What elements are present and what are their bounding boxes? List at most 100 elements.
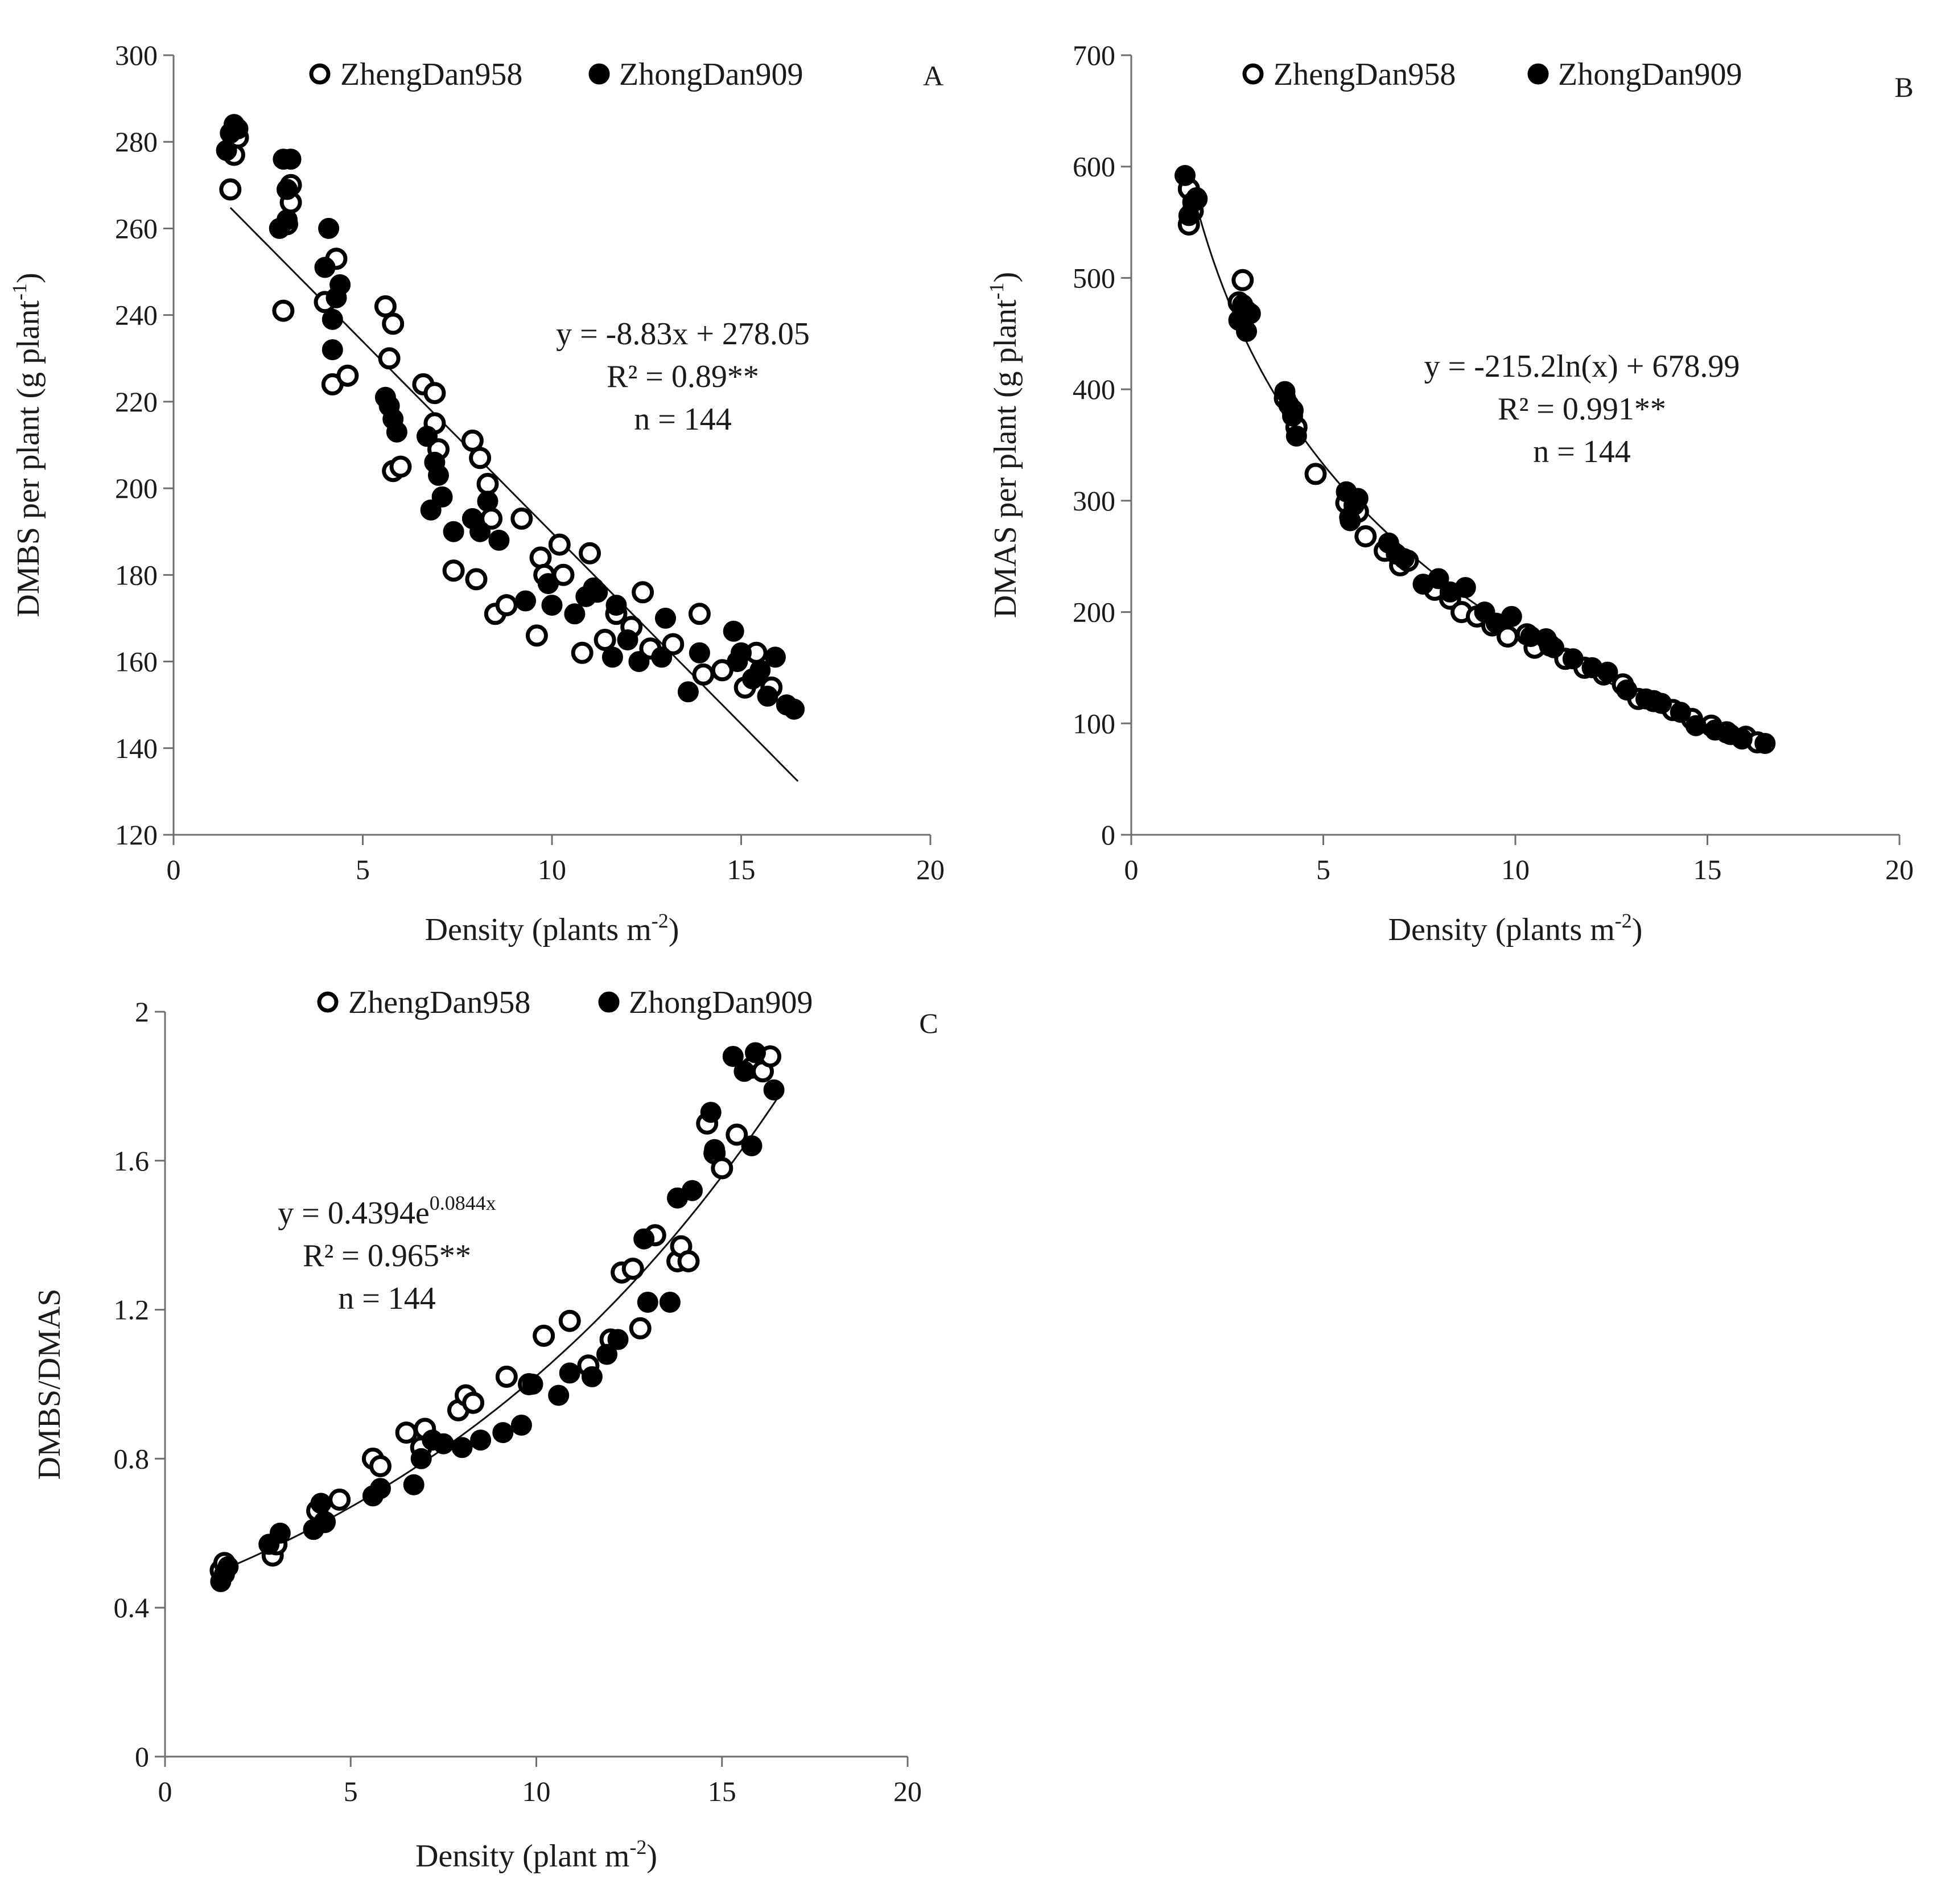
data-point-zhongdan909 [1428, 568, 1449, 590]
data-point-zhongdan909 [1731, 728, 1753, 750]
regression-equation: y = -8.83x + 278.05 [556, 316, 810, 352]
data-point-zhengdan958 [328, 1488, 351, 1511]
x-tick-label: 0 [158, 1775, 172, 1807]
data-point-zhengdan958 [525, 624, 548, 647]
data-point-zhongdan909 [677, 681, 699, 703]
y-axis-title-end: ) [988, 272, 1023, 283]
x-tick-label: 5 [1316, 854, 1330, 885]
y-tick-label: 180 [115, 559, 158, 591]
x-tick-label: 20 [1885, 854, 1914, 885]
r-squared-label: R² = 0.89** [607, 359, 759, 394]
regression-equation: y = -215.2ln(x) + 678.99 [1424, 349, 1740, 384]
data-point-zhengdan958 [442, 559, 465, 582]
data-point-zhongdan909 [277, 179, 298, 200]
panel-letter: C [919, 1007, 938, 1039]
legend-marker-filled [598, 991, 620, 1013]
data-point-zhongdan909 [651, 646, 673, 668]
data-point-zhengdan958 [389, 455, 412, 478]
y-tick-label: 200 [115, 472, 158, 504]
x-axis-title-main: Density (plants m [425, 912, 652, 947]
x-tick-label: 20 [893, 1775, 922, 1807]
data-point-zhongdan909 [1562, 648, 1584, 670]
y-tick-label: 260 [115, 212, 158, 244]
data-point-zhengdan958 [662, 633, 685, 656]
x-axis-title-end: ) [1632, 912, 1643, 947]
data-point-zhengdan958 [469, 447, 492, 469]
data-point-zhengdan958 [726, 1123, 748, 1146]
y-tick-label: 600 [1073, 151, 1115, 183]
data-point-zhongdan909 [733, 1061, 755, 1082]
data-point-zhongdan909 [269, 217, 290, 239]
x-axis-title-sup: -2 [652, 909, 669, 932]
data-point-zhengdan958 [558, 1309, 581, 1332]
legend-label-zhengdan958: ZhengDan958 [1274, 57, 1456, 92]
data-point-zhengdan958 [548, 533, 571, 556]
data-point-zhongdan909 [559, 1362, 580, 1384]
data-point-zhongdan909 [564, 603, 586, 625]
data-point-zhongdan909 [722, 1046, 744, 1067]
data-point-zhongdan909 [689, 642, 710, 663]
x-tick-label: 5 [344, 1775, 358, 1807]
data-point-zhongdan909 [723, 620, 744, 642]
data-point-zhongdan909 [378, 395, 400, 417]
data-point-zhengdan958 [571, 641, 594, 664]
data-point-zhongdan909 [605, 595, 627, 616]
data-point-zhongdan909 [432, 1433, 454, 1454]
y-tick-label: 1.6 [114, 1145, 150, 1177]
x-tick-label: 15 [727, 854, 756, 885]
data-point-zhongdan909 [731, 642, 752, 663]
series-zhongdan909 [216, 114, 805, 720]
data-point-zhongdan909 [280, 149, 302, 170]
data-point-zhongdan909 [451, 1437, 473, 1458]
data-point-zhengdan958 [219, 178, 242, 201]
y-tick-label: 100 [1073, 707, 1115, 739]
data-point-zhengdan958 [629, 1317, 652, 1340]
data-point-zhengdan958 [632, 581, 654, 604]
data-point-zhongdan909 [1340, 510, 1361, 531]
data-point-zhongdan909 [403, 1474, 425, 1495]
data-point-zhongdan909 [522, 1374, 543, 1395]
legend-marker-filled [588, 63, 610, 85]
chart-panel-a: 120 140 160 180 200 220 240 260 280 300 0 5 10 15 20 De… [8, 39, 945, 947]
data-point-zhengdan958 [529, 546, 552, 569]
data-point-zhengdan958 [692, 663, 715, 686]
y-tick-label: 140 [115, 732, 158, 764]
data-point-zhongdan909 [1754, 733, 1776, 754]
y-tick-label: 0 [1101, 819, 1115, 851]
y-axis-title-main: DMBS per plant (g plant [11, 300, 46, 617]
data-point-zhongdan909 [1454, 577, 1476, 598]
data-point-zhongdan909 [216, 139, 237, 161]
equation-exponent: 0.0844x [430, 1192, 496, 1214]
data-point-zhongdan909 [587, 582, 608, 603]
data-point-zhongdan909 [581, 1366, 603, 1387]
y-axis-title: DMBS/DMAS [32, 1288, 67, 1479]
panel-letter: A [923, 60, 943, 92]
data-point-zhongdan909 [322, 339, 343, 361]
data-point-zhengdan958 [552, 563, 575, 586]
y-axis-title-main: DMAS per plant (g plant [988, 299, 1023, 618]
x-tick-label: 15 [708, 1775, 736, 1807]
x-tick-label: 0 [167, 854, 181, 885]
data-point-zhongdan909 [757, 685, 778, 707]
data-point-zhongdan909 [541, 595, 563, 616]
data-point-zhengdan958 [533, 1324, 555, 1347]
y-tick-label: 280 [115, 126, 158, 158]
legend-marker-filled [1527, 63, 1549, 85]
data-point-zhongdan909 [492, 1422, 514, 1444]
series-zhongdan909 [1175, 164, 1776, 754]
y-axis-title-sup: -1 [8, 283, 31, 300]
y-tick-label: 160 [115, 646, 158, 678]
y-tick-label: 500 [1073, 262, 1115, 294]
regression-annotation: y = -8.83x + 278.05 R² = 0.89** n = 144 [556, 316, 810, 437]
data-point-zhongdan909 [515, 590, 536, 612]
x-axis-title-sup: -2 [629, 1836, 646, 1858]
data-point-zhongdan909 [1186, 187, 1208, 208]
data-point-zhongdan909 [325, 287, 347, 308]
y-tick-label: 0 [135, 1741, 149, 1773]
data-point-zhengdan958 [378, 347, 401, 370]
data-point-zhengdan958 [395, 1421, 418, 1444]
x-tick-label: 10 [538, 854, 566, 885]
data-point-zhongdan909 [417, 426, 438, 447]
series-zhengdan958 [1177, 178, 1769, 754]
